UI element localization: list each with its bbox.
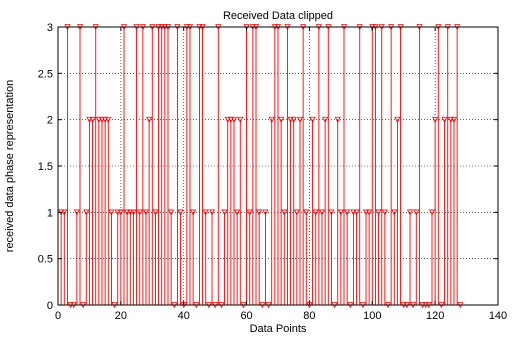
stem-marker (375, 209, 382, 216)
stem-marker (117, 209, 124, 216)
y-tick-label: 0 (47, 300, 53, 312)
stem-marker (290, 116, 297, 123)
y-tick-label: 3 (47, 22, 53, 34)
y-tick-label: 2 (47, 115, 53, 127)
stem-marker (278, 116, 285, 123)
stem-marker (237, 116, 244, 123)
y-tick-label: 2.5 (38, 68, 53, 80)
stem-marker (381, 209, 388, 216)
stem-marker (89, 116, 96, 123)
x-tick-label: 140 (489, 310, 507, 322)
stem-marker (350, 209, 357, 216)
stem-marker (114, 209, 121, 216)
stem-marker (105, 116, 112, 123)
stem-marker (312, 209, 319, 216)
stem-marker (337, 209, 344, 216)
stem-marker (130, 209, 137, 216)
stem-marker (353, 209, 360, 216)
x-tick-label: 0 (55, 310, 61, 322)
stem-marker (152, 209, 159, 216)
stem-marker (413, 209, 420, 216)
chart-title: Received Data clipped (223, 10, 333, 22)
stem-marker (391, 209, 398, 216)
y-tick-label: 1 (47, 207, 53, 219)
stem-marker (146, 116, 153, 123)
axis-ticks: 0 20 40 60 80 100 120 140 0 0.5 1 1.5 2 2.5 3 (38, 22, 507, 322)
stem-marker (287, 116, 294, 123)
stem-marker (334, 116, 341, 123)
stem-marker (309, 116, 316, 123)
stem-marker (227, 116, 234, 123)
stem-marker (318, 209, 326, 216)
x-tick-label: 100 (363, 310, 381, 322)
stem-marker (322, 116, 329, 123)
stem-marker (428, 209, 436, 216)
stem-marker (406, 209, 414, 216)
stem-marker (366, 209, 373, 216)
stem-marker (281, 209, 288, 216)
x-tick-label: 120 (426, 310, 444, 322)
stem-marker (441, 116, 448, 123)
stem-marker (86, 116, 93, 123)
stem-marker (224, 116, 231, 123)
stem-marker (190, 209, 197, 216)
stem-marker (293, 209, 300, 216)
stem-marker (98, 116, 106, 123)
x-tick-label: 20 (115, 310, 127, 322)
stem-marker (124, 209, 131, 216)
stem-marker (136, 209, 143, 216)
stem-marker (177, 209, 184, 216)
stem-marker (344, 209, 351, 216)
stem-marker (208, 209, 216, 216)
stem-marker (234, 209, 241, 216)
stem-marker (362, 209, 370, 216)
stem-marker (394, 116, 401, 123)
stem-marker (108, 209, 115, 216)
stem-marker (246, 209, 253, 216)
stem-marker (303, 209, 310, 216)
stem-marker (61, 209, 68, 216)
stem-marker (268, 116, 275, 123)
stem-marker (142, 209, 150, 216)
stem-marker (102, 116, 109, 123)
x-tick-label: 60 (240, 310, 252, 322)
stem-marker (95, 116, 102, 123)
stem-marker (168, 209, 175, 216)
stem-marker (296, 116, 304, 123)
stem-marker (256, 209, 263, 216)
x-axis-label: Data Points (250, 323, 307, 335)
stem-marker (328, 209, 335, 216)
stem-marker (202, 209, 209, 216)
stem-marker (230, 116, 238, 123)
stem-series (58, 24, 464, 309)
y-tick-label: 0.5 (38, 254, 53, 266)
y-tick-label: 1.5 (38, 161, 53, 173)
stem-marker (432, 116, 439, 123)
stem-marker (447, 116, 454, 123)
stem-marker (127, 209, 134, 216)
stem-marker (73, 209, 80, 216)
stem-marker (221, 209, 228, 216)
stem-marker (262, 209, 269, 216)
x-tick-label: 80 (303, 310, 315, 322)
stem-marker (83, 209, 90, 216)
x-tick-label: 40 (178, 310, 190, 322)
y-axis-label: received data phase representation (4, 80, 16, 252)
stem-marker (450, 116, 458, 123)
